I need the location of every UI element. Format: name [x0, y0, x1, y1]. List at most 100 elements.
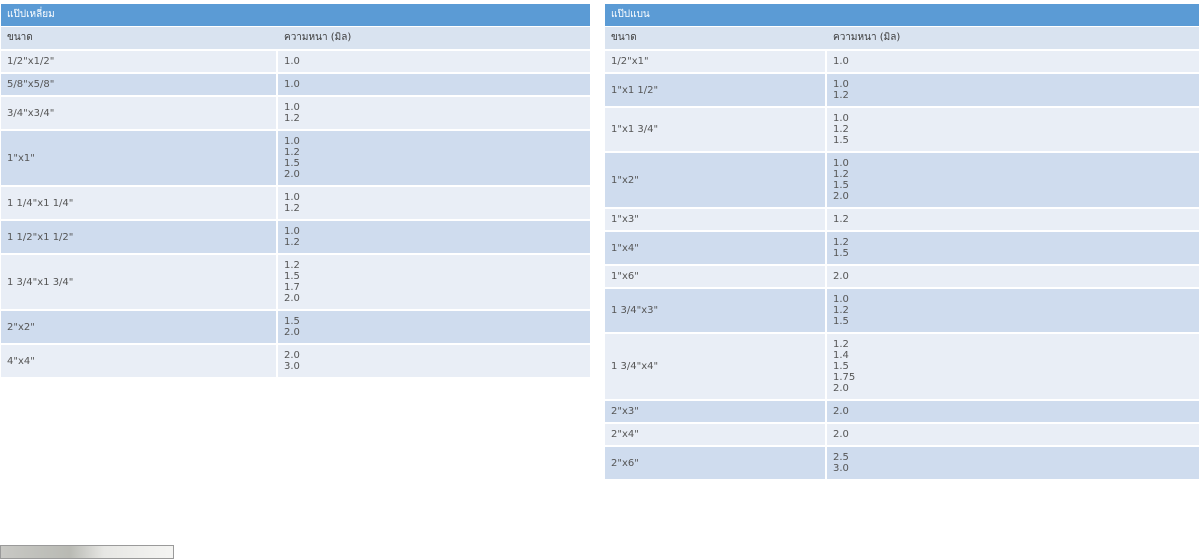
thickness-value: 2.5 [833, 452, 849, 463]
thickness-value: 1.0 [833, 158, 849, 169]
table-title: แป๊ปแบน [605, 4, 1199, 27]
thickness-value: 2.0 [284, 350, 300, 361]
thickness-value: 2.0 [833, 191, 849, 202]
thickness-cell: 1.0 1.2 [827, 74, 1199, 108]
size-cell: 4"x4" [1, 345, 278, 379]
thickness-value: 1.5 [833, 361, 849, 372]
thickness-value: 3.0 [833, 463, 849, 474]
thickness-value: 1.2 [833, 90, 849, 101]
size-cell: 1"x1 3/4" [605, 108, 827, 153]
thickness-cell: 1.5 2.0 [278, 311, 590, 345]
table-row: 2"x4" 2.0 [605, 424, 1199, 447]
flat-pipe-table: แป๊ปแบน ขนาด ความหนา (มิล) 1/2"x1" 1.0 1"x… [605, 4, 1199, 481]
size-column-header: ขนาด [605, 27, 827, 51]
thickness-value: 1.0 [833, 113, 849, 124]
table-row: 2"x3" 2.0 [605, 401, 1199, 424]
table-row: 5/8"x5/8" 1.0 [1, 74, 590, 97]
table-row: 3/4"x3/4" 1.0 1.2 [1, 97, 590, 131]
thickness-cell: 2.0 [827, 401, 1199, 424]
thickness-value: 1.2 [833, 214, 849, 225]
thickness-cell: 1.0 1.2 1.5 [827, 108, 1199, 153]
table-row: 1"x1 1/2" 1.0 1.2 [605, 74, 1199, 108]
thickness-cell: 1.0 1.2 [278, 221, 590, 255]
size-column-header: ขนาด [1, 27, 278, 51]
thickness-value: 1.75 [833, 372, 856, 383]
thickness-value: 1.2 [284, 203, 300, 214]
thickness-value: 2.0 [833, 429, 849, 440]
thickness-cell: 1.0 1.2 [278, 97, 590, 131]
size-cell: 1"x6" [605, 266, 827, 289]
table-body: 1/2"x1/2" 1.0 5/8"x5/8" 1.0 3/4"x3/4" 1.0 1.2 1… [1, 51, 590, 379]
thickness-cell: 2.0 [827, 424, 1199, 447]
table-row: 4"x4" 2.0 3.0 [1, 345, 590, 379]
thickness-value: 1.2 [833, 169, 849, 180]
size-cell: 1"x2" [605, 153, 827, 209]
table-row: 1"x6" 2.0 [605, 266, 1199, 289]
size-cell: 1/2"x1" [605, 51, 827, 74]
table-row: 1 1/2"x1 1/2" 1.0 1.2 [1, 221, 590, 255]
thickness-value: 1.2 [284, 147, 300, 158]
thickness-value: 1.5 [284, 158, 300, 169]
thickness-value: 1.2 [833, 237, 849, 248]
thickness-value: 1.2 [284, 113, 300, 124]
table-row: 1/2"x1" 1.0 [605, 51, 1199, 74]
thickness-column-header: ความหนา (มิล) [278, 27, 590, 51]
size-cell: 5/8"x5/8" [1, 74, 278, 97]
size-cell: 1 3/4"x3" [605, 289, 827, 334]
thickness-cell: 1.0 1.2 1.5 2.0 [827, 153, 1199, 209]
thickness-value: 1.5 [833, 135, 849, 146]
table-row: 1"x3" 1.2 [605, 209, 1199, 232]
thickness-value: 1.7 [284, 282, 300, 293]
size-cell: 2"x3" [605, 401, 827, 424]
size-cell: 1"x1 1/2" [605, 74, 827, 108]
table-row: 1 3/4"x1 3/4" 1.2 1.5 1.7 2.0 [1, 255, 590, 311]
thickness-value: 1.5 [284, 271, 300, 282]
product-photo-thumbnail[interactable] [0, 545, 174, 559]
thickness-value: 1.2 [833, 124, 849, 135]
thickness-value: 1.2 [833, 305, 849, 316]
thickness-cell: 2.0 [827, 266, 1199, 289]
thickness-cell: 1.0 [827, 51, 1199, 74]
size-cell: 3/4"x3/4" [1, 97, 278, 131]
thickness-cell: 1.0 [278, 74, 590, 97]
thickness-cell: 2.0 3.0 [278, 345, 590, 379]
thickness-value: 1.5 [833, 180, 849, 191]
thickness-value: 2.0 [833, 383, 849, 394]
thickness-value: 1.2 [284, 237, 300, 248]
size-cell: 1"x1" [1, 131, 278, 187]
size-cell: 1/2"x1/2" [1, 51, 278, 74]
thickness-value: 1.0 [284, 79, 300, 90]
thickness-value: 1.5 [833, 316, 849, 327]
thickness-value: 1.0 [284, 136, 300, 147]
table-title: แป๊ปเหลี่ยม [1, 4, 590, 27]
thickness-value: 1.0 [833, 56, 849, 67]
thickness-column-header: ความหนา (มิล) [827, 27, 1199, 51]
thickness-cell: 1.0 1.2 [278, 187, 590, 221]
thickness-cell: 1.2 [827, 209, 1199, 232]
table-row: 2"x2" 1.5 2.0 [1, 311, 590, 345]
size-cell: 1 1/4"x1 1/4" [1, 187, 278, 221]
table-row: 1 1/4"x1 1/4" 1.0 1.2 [1, 187, 590, 221]
table-row: 1"x1" 1.0 1.2 1.5 2.0 [1, 131, 590, 187]
thickness-value: 1.2 [833, 339, 849, 350]
thickness-cell: 1.0 [278, 51, 590, 74]
thickness-cell: 2.5 3.0 [827, 447, 1199, 481]
size-cell: 2"x4" [605, 424, 827, 447]
table-row: 1 3/4"x4" 1.2 1.4 1.5 1.75 2.0 [605, 334, 1199, 401]
thickness-value: 1.0 [284, 56, 300, 67]
size-cell: 1"x4" [605, 232, 827, 266]
size-cell: 1 3/4"x4" [605, 334, 827, 401]
thickness-value: 2.0 [284, 169, 300, 180]
thickness-cell: 1.2 1.5 [827, 232, 1199, 266]
table-row: 1"x2" 1.0 1.2 1.5 2.0 [605, 153, 1199, 209]
thickness-cell: 1.2 1.5 1.7 2.0 [278, 255, 590, 311]
size-cell: 2"x2" [1, 311, 278, 345]
thickness-value: 2.0 [284, 293, 300, 304]
thickness-value: 1.0 [833, 79, 849, 90]
thickness-value: 2.0 [284, 327, 300, 338]
table-body: 1/2"x1" 1.0 1"x1 1/2" 1.0 1.2 1"x1 3/4" 1.0 1.2… [605, 51, 1199, 481]
table-row: 1/2"x1/2" 1.0 [1, 51, 590, 74]
thickness-value: 1.4 [833, 350, 849, 361]
thickness-value: 2.0 [833, 271, 849, 282]
table-row: 1 3/4"x3" 1.0 1.2 1.5 [605, 289, 1199, 334]
